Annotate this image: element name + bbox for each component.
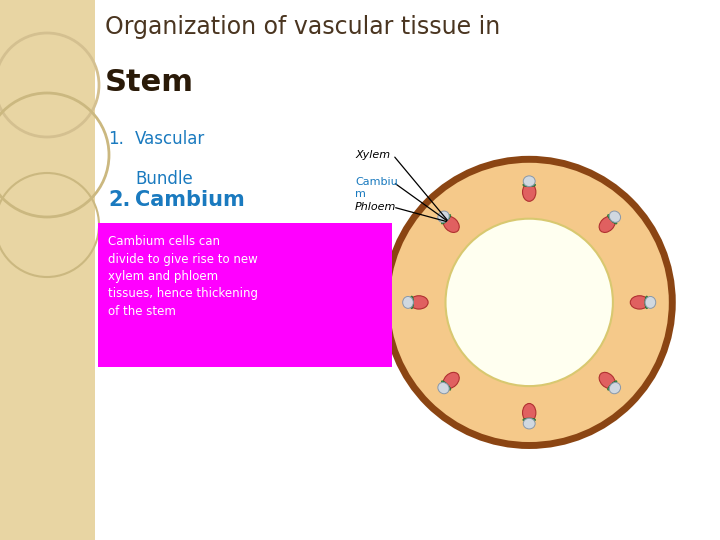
Ellipse shape [441,214,451,224]
Ellipse shape [523,403,536,422]
Ellipse shape [599,217,616,232]
Text: Cambiu
m: Cambiu m [355,177,397,199]
Ellipse shape [599,373,616,388]
Ellipse shape [523,183,536,201]
Ellipse shape [443,373,459,388]
Ellipse shape [608,381,617,390]
Ellipse shape [645,296,656,308]
Text: 1.: 1. [108,130,124,148]
Ellipse shape [630,296,649,309]
Ellipse shape [609,382,621,394]
Ellipse shape [410,296,428,309]
Ellipse shape [523,418,535,429]
Ellipse shape [523,176,535,186]
Ellipse shape [438,382,449,394]
FancyBboxPatch shape [98,223,392,367]
Circle shape [386,159,672,446]
Text: Cambium cells can
divide to give rise to new
xylem and phloem
tissues, hence thi: Cambium cells can divide to give rise to… [108,235,258,318]
Text: Xylem: Xylem [355,150,390,160]
Text: Vascular: Vascular [135,130,205,148]
Bar [0,0,95,540]
Ellipse shape [523,183,536,187]
Text: Organization of vascular tissue in: Organization of vascular tissue in [105,15,500,39]
Text: Bundle: Bundle [135,170,193,188]
Text: Phloem: Phloem [355,202,397,212]
Ellipse shape [608,214,617,224]
Ellipse shape [443,217,459,232]
Text: Stem: Stem [105,68,194,97]
Text: Cambium: Cambium [135,190,245,210]
Text: 2.: 2. [108,190,130,210]
Ellipse shape [645,296,649,309]
Circle shape [446,219,613,386]
Ellipse shape [523,418,536,422]
Ellipse shape [441,381,451,390]
Ellipse shape [609,211,621,222]
Ellipse shape [410,296,413,309]
Ellipse shape [402,296,413,308]
Ellipse shape [438,211,449,222]
